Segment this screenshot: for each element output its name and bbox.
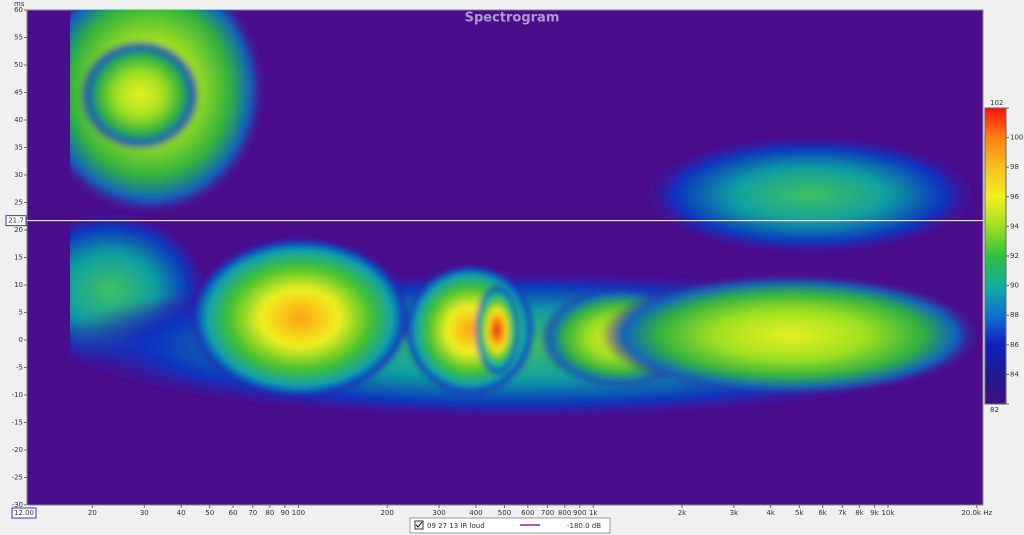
x-tick-label: 10k (882, 509, 896, 517)
x-tick-label: 40 (177, 509, 186, 517)
colorbar-tick-label: 100 (1010, 134, 1023, 142)
x-tick-label: 7k (838, 509, 847, 517)
x-tick-label: 80 (265, 509, 274, 517)
colorbar-tick-label: 88 (1010, 311, 1019, 319)
x-tick-label: 200 (380, 509, 393, 517)
x-tick-label: 400 (469, 509, 482, 517)
legend-label: 09 27 13 IR loud (427, 522, 485, 530)
colorbar-tick-label: 102 (990, 99, 1003, 107)
colorbar-tick-label: 98 (1010, 163, 1019, 171)
y-tick-label: -10 (12, 391, 23, 399)
y-tick-label: 60 (14, 6, 23, 14)
cursor-y-label: 21.7 (8, 217, 24, 225)
legend-value: -180.0 dB (567, 522, 601, 530)
heat-region (475, 285, 519, 375)
chart-title: Spectrogram (465, 11, 560, 26)
colorbar-tick-label: 90 (1010, 282, 1019, 290)
x-tick-label: 5k (795, 509, 804, 517)
y-tick-label: 0 (19, 336, 23, 344)
x-tick-label: 6k (818, 509, 827, 517)
y-tick-label: -25 (12, 474, 23, 482)
x-tick-label: 70 (248, 509, 257, 517)
x-tick-label: 300 (432, 509, 445, 517)
x-tick-label: 1k (589, 509, 598, 517)
x-tick-label: 50 (205, 509, 214, 517)
cursor-x-box (11, 507, 37, 519)
cursor-x-label: 12.00 (14, 509, 34, 517)
colorbar-tick-label: 86 (1010, 341, 1019, 349)
y-tick-label: 25 (14, 199, 23, 207)
y-tick-label: 30 (14, 171, 23, 179)
x-tick-label: 20 (88, 509, 97, 517)
heat-region (640, 135, 980, 255)
heat-region (190, 238, 410, 398)
x-tick-label: 500 (498, 509, 511, 517)
legend: 09 27 13 IR loud -180.0 dB (409, 517, 611, 534)
x-tick-label: 700 (541, 509, 554, 517)
colorbar-tick-label: 96 (1010, 193, 1019, 201)
y-tick-label: 35 (14, 144, 23, 152)
colorbar-tick-label: 94 (1010, 222, 1019, 230)
x-tick-label: 20.0k Hz (961, 509, 992, 517)
y-tick-label: 5 (19, 309, 23, 317)
x-tick-label: 2k (678, 509, 687, 517)
x-tick-label: 900 (573, 509, 586, 517)
y-tick-label: -5 (16, 364, 23, 372)
x-tick-label: 600 (521, 509, 534, 517)
y-tick-label: 45 (14, 89, 23, 97)
y-tick-label: 50 (14, 61, 23, 69)
x-tick-label: 9k (870, 509, 879, 517)
x-tick-label: 30 (140, 509, 149, 517)
y-tick-label: -15 (12, 419, 23, 427)
colorbar (984, 107, 1007, 405)
cursor-y-box (5, 215, 27, 227)
check-mark (415, 521, 423, 528)
y-tick-label: -20 (12, 446, 23, 454)
x-tick-label: 100 (292, 509, 305, 517)
x-tick-label: 4k (766, 509, 775, 517)
y-tick-label: 10 (14, 281, 23, 289)
x-tick-label: 60 (229, 509, 238, 517)
y-tick-label: 40 (14, 116, 23, 124)
heat-region (600, 275, 980, 395)
y-unit: ms (14, 0, 25, 8)
x-tick-label: 800 (558, 509, 571, 517)
x-tick-label: 8k (855, 509, 864, 517)
legend-box (409, 517, 611, 534)
colorbar-tick-label: 84 (1010, 370, 1019, 378)
y-tick-label: 55 (14, 34, 23, 42)
y-tick-label: 15 (14, 254, 23, 262)
colorbar-tick-label: 92 (1010, 252, 1019, 260)
heat-region (80, 40, 200, 150)
x-tick-label: 3k (730, 509, 739, 517)
colorbar-tick-label: 82 (990, 406, 999, 414)
x-tick-label: 90 (280, 509, 289, 517)
y-tick-label: -30 (12, 501, 23, 509)
heatmap (70, 10, 983, 420)
y-tick-label: 20 (14, 226, 23, 234)
